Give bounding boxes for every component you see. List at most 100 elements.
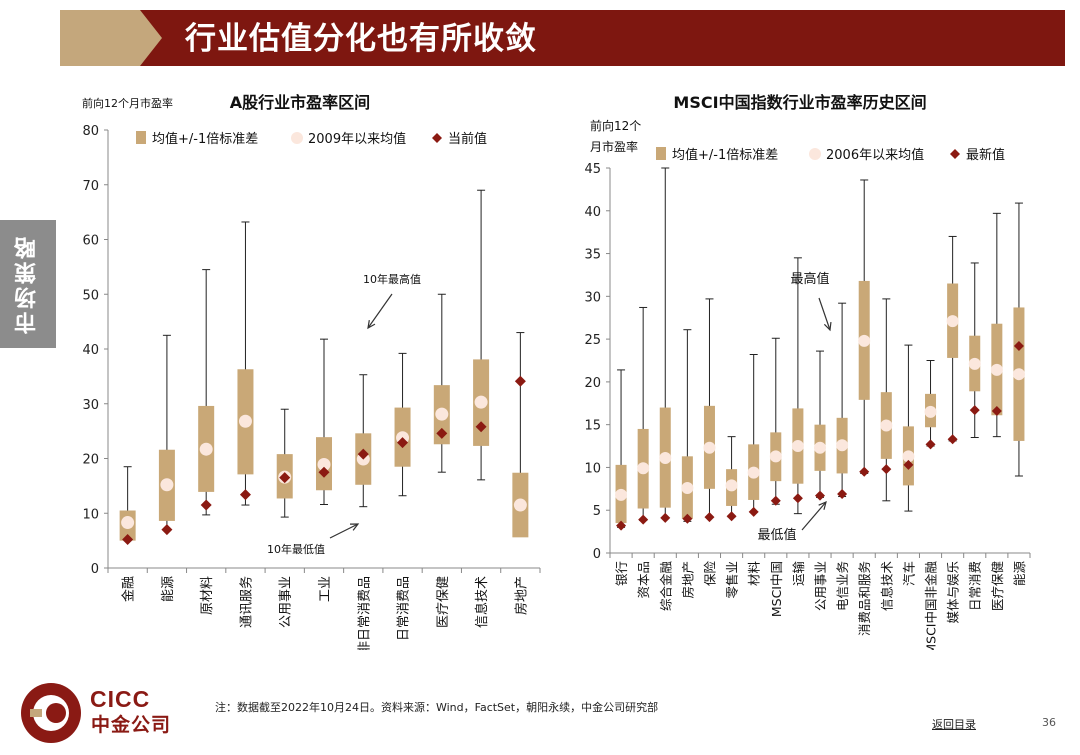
chart2-current-diamond [792,493,803,504]
chart2-mean-dot [791,440,804,453]
chart2-current-diamond [815,490,825,501]
chart1-y-tick-label: 80 [82,124,99,139]
chart1-title: A股行业市盈率区间 [230,93,370,112]
chart2-mean-dot [946,315,959,328]
chart1-y-tick-label: 0 [91,562,99,577]
chart1-annotation-min: 10年最低值 [267,542,325,556]
chart2-y-tick-label: 15 [584,419,601,434]
chart2-current-diamond [859,466,870,477]
chart2-category-label: 公用事业 [813,561,828,611]
side-tab [0,220,56,348]
chart2-category-label: 汽车 [901,561,916,586]
chart1-legend-swatch-bar [136,131,146,144]
chart2-y-tick-label: 25 [584,333,601,348]
chart2-category-label: 日常消费 [968,561,983,611]
chart2-legend-label: 2006年以来均值 [826,147,924,163]
chart2-mean-dot [968,357,981,370]
chart1-mean-dot [435,407,449,421]
chart2-mean-dot [880,419,893,432]
chart2-mean-dot [659,452,672,465]
chart1-current-diamond [239,489,251,501]
chart2-category-label: 资本品 [636,561,651,599]
chart1-annotation-min-arrow [329,523,359,539]
chart2-mean-dot [814,441,826,454]
chart2-category-label: 信息技术 [879,561,894,612]
chart2-category-label: 综合金融 [658,561,673,612]
chart1-annotation-max: 10年最高值 [363,272,421,286]
chart1-legend-label: 均值+/-1倍标准差 [152,131,258,147]
a-share-pe-chart: A股行业市盈率区间 前向12个月市盈率 0 10 20 30 40 50 60 70 80 金融 能源原… [82,93,541,650]
chart2-category-label: 材料 [747,561,762,587]
chart1-current-diamond [514,375,526,387]
chart2-mean-dot [902,450,915,463]
chart2-current-diamond [726,511,737,522]
chart2-current-diamond [947,434,958,445]
chart1-y-tick-label: 20 [82,453,99,468]
chart1-annotation-min-arrow-head [349,523,360,531]
source-note: 注：数据截至2022年10月24日。资料来源：Wind，FactSet，朝阳永续… [215,701,659,714]
chart2-mean-dot [769,450,782,463]
chart2-y-tick-label: 35 [584,248,601,263]
chart2-mean-dot [924,405,937,418]
chart2-mean-dot [681,481,694,494]
chart1-y-tick-label: 30 [82,398,99,413]
cicc-logo-icon [21,683,81,743]
chart1-annotation-max-arrow [367,293,393,329]
chart2-current-diamond [616,520,627,531]
chart2-mean-dot [615,488,628,501]
page-number: 36 [1042,716,1056,729]
chart1-current-diamond [475,421,487,433]
chart2-category-label: 媒体与娱乐 [946,561,961,624]
chart1-mean-dot [121,516,135,530]
chart2-annotation-min: 最低值 [757,527,796,543]
chart2-y-tick-label: 5 [593,504,601,519]
chart2-title: MSCI中国指数行业市盈率历史区间 [673,93,926,112]
chart2-current-diamond [991,405,1002,416]
chart2-category-label: 消费品和服务 [857,561,872,636]
chart1-category-label: 非日常消费品 [357,576,372,650]
chart1-legend-swatch-mean [291,132,303,144]
chart2-y-tick-label: 0 [593,547,601,562]
chart1-current-diamond [279,472,291,484]
chart1-category-label: 日常消费品 [397,576,412,641]
chart1-category-label: 信息技术 [474,576,490,628]
chart1-category-label: 能源 [161,576,176,602]
chart1-mean-dot [317,458,331,472]
chart2-category-label: 电信业务 [835,561,850,611]
chart2-y-tick-label: 30 [584,290,601,305]
chart2-mean-dot [836,439,849,452]
chart2-category-label: 能源 [1012,561,1027,587]
chart2-category-label: 保险 [702,561,717,587]
chart2-category-label: 医疗保健 [990,561,1005,612]
chart1-legend-swatch-current [432,133,442,143]
chart2-mean-dot [747,466,760,479]
chart2-legend-label: 均值+/-1倍标准差 [672,147,778,163]
chart1-annotation-max-arrow-head [367,320,376,330]
chart1-current-diamond [200,499,212,511]
back-to-contents-link[interactable]: 返回目录 [932,718,976,731]
chart1-category-label: 医疗保健 [436,576,451,628]
chart2-category-label: MSCI中国 [769,561,784,617]
chart1-current-diamond [161,524,173,536]
chart1-category-label: 通讯服务 [238,576,254,628]
chart2-current-diamond [638,514,649,525]
chart2-mean-dot [1012,368,1025,381]
chart2-current-diamond [969,405,980,416]
chart1-y-tick-label: 10 [82,507,99,522]
chart1-current-diamond [436,427,448,439]
chart2-current-diamond [881,464,892,475]
chart2-category-label: MSCI中国非金融 [924,561,939,650]
chart2-annotation-max-arrow [818,297,831,331]
chart2-annotation-max: 最高值 [790,271,829,287]
logo-text-cn: 中金公司 [91,714,172,736]
chart1-category-label: 金融 [121,576,137,602]
chart1-current-diamond [397,437,409,449]
chart1-category-label: 公用事业 [279,576,294,628]
chart2-current-diamond [925,439,936,450]
chart2-annotation-min-arrow [801,501,827,531]
logo-text-en: CICC [90,686,151,712]
chart2-current-diamond [660,512,671,523]
chart1-legend-label: 当前值 [448,131,487,147]
chart2-y-tick-label: 20 [584,376,601,391]
